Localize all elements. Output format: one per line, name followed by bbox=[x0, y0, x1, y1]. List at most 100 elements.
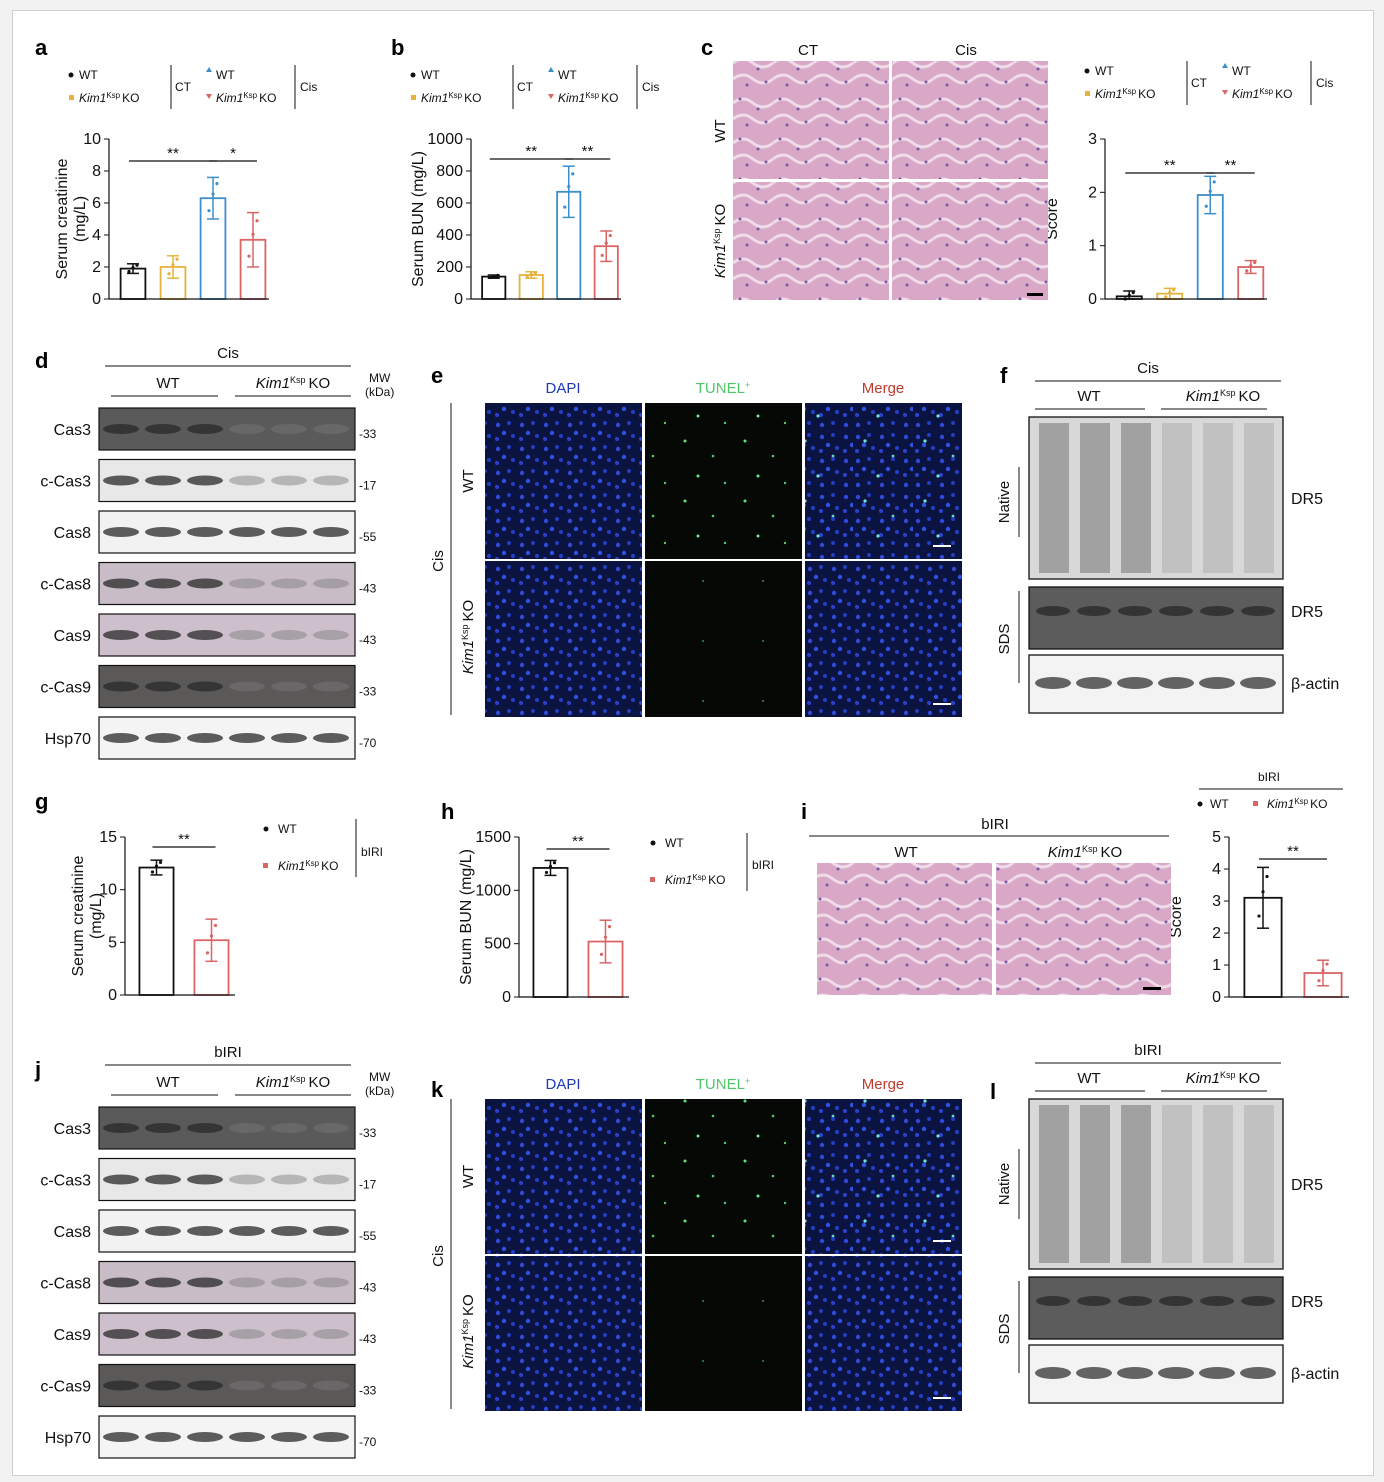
protein-label: c-Cas8 bbox=[40, 1276, 91, 1293]
y-tick-label: 15 bbox=[99, 829, 117, 846]
blot-band bbox=[1036, 606, 1070, 616]
group-label-biri: bIRI bbox=[981, 816, 1009, 833]
scale-bar bbox=[933, 545, 951, 547]
blot-band bbox=[103, 1226, 139, 1236]
blot-band bbox=[145, 1329, 181, 1339]
data-point bbox=[529, 272, 533, 276]
figure-canvas: a b c d e f g h i j k l WT Kim1Ksp KO CT WT K… bbox=[34, 35, 1349, 1459]
legend-group-cis: Cis bbox=[300, 80, 317, 94]
panel-label-k: k bbox=[431, 1077, 444, 1102]
y-tick-label: 2 bbox=[92, 259, 101, 276]
panel-label-g: g bbox=[35, 789, 48, 814]
y-tick-label: 5 bbox=[1212, 829, 1221, 846]
blot-band bbox=[229, 1432, 265, 1442]
legend-ko-cis: Kim1Ksp KO bbox=[558, 91, 618, 106]
lane-group-ko: Kim1Ksp KO bbox=[256, 1074, 330, 1091]
blot-strip bbox=[98, 1415, 356, 1459]
blot-band bbox=[313, 578, 349, 589]
bar bbox=[481, 275, 507, 300]
blot-band bbox=[313, 1174, 349, 1185]
he-image-wt-ct bbox=[733, 61, 889, 179]
mw-marker: -17 bbox=[359, 1178, 377, 1192]
y-axis-label: Serum creatinine bbox=[54, 158, 71, 279]
blot-strip bbox=[98, 664, 356, 709]
group-label: Cis bbox=[1137, 360, 1159, 377]
blot-strip bbox=[98, 1312, 356, 1356]
blot-band bbox=[1036, 1296, 1070, 1306]
legend-c: WT Kim1Ksp KO CT WT Kim1Ksp KO Cis bbox=[1084, 61, 1333, 105]
scale-bar bbox=[933, 1240, 951, 1242]
blot-band bbox=[313, 1432, 349, 1442]
blot-band bbox=[187, 1226, 223, 1236]
lane-group-wt: WT bbox=[1077, 1070, 1100, 1087]
blot-band bbox=[1117, 1367, 1153, 1379]
lane-group-ko: Kim1Ksp KO bbox=[1186, 388, 1260, 405]
blot-band bbox=[229, 424, 265, 434]
blot-band bbox=[271, 578, 307, 589]
mw-label: MW bbox=[369, 371, 391, 385]
data-point bbox=[211, 192, 215, 196]
channel-label: TUNEL+ bbox=[696, 1076, 750, 1093]
blot-band bbox=[103, 1123, 139, 1133]
blot-band bbox=[1200, 606, 1234, 616]
legend-wt: WT bbox=[278, 822, 297, 836]
blot-band bbox=[1077, 1296, 1111, 1306]
y-axis-label: Serum creatinine bbox=[70, 855, 87, 976]
data-point bbox=[131, 266, 135, 270]
data-point bbox=[563, 205, 567, 209]
legend-group-cis: Cis bbox=[1316, 76, 1333, 90]
blot-strip bbox=[98, 510, 356, 554]
legend-ko-ct: Kim1Ksp KO bbox=[421, 91, 481, 106]
data-point bbox=[1245, 269, 1249, 273]
data-point bbox=[1317, 979, 1321, 983]
fluorescence-image bbox=[805, 1099, 962, 1254]
actin-label: β-actin bbox=[1291, 1366, 1339, 1383]
blot-band bbox=[313, 1277, 349, 1288]
legend-marker-ko-ct bbox=[1085, 91, 1090, 96]
blot-band bbox=[187, 1329, 223, 1339]
chart-score-biri: 0 1 2 3 4 5 Score ** bbox=[1168, 829, 1349, 1006]
blot-lane bbox=[1080, 1105, 1110, 1263]
protein-label: Hsp70 bbox=[45, 1430, 91, 1447]
blot-band bbox=[103, 578, 139, 589]
data-point bbox=[488, 275, 492, 280]
legend-ko-cis: Kim1Ksp KO bbox=[216, 91, 276, 106]
data-point bbox=[1257, 914, 1261, 918]
dr5-label: DR5 bbox=[1291, 1294, 1323, 1311]
he-image-wt-cis bbox=[892, 61, 1048, 179]
blot-lane bbox=[1121, 1105, 1151, 1263]
data-point bbox=[600, 253, 604, 257]
y-tick-label: 2 bbox=[1212, 925, 1221, 942]
blot-band bbox=[103, 630, 139, 640]
legend-wt-cis: WT bbox=[1232, 64, 1251, 78]
blot-band bbox=[145, 1226, 181, 1236]
row-label-ko: Kim1KspKO bbox=[712, 204, 729, 278]
blot-band bbox=[187, 1174, 223, 1185]
native-label: Native bbox=[996, 481, 1013, 524]
kda-label: (kDa) bbox=[365, 385, 394, 399]
sds-blot bbox=[1028, 586, 1284, 650]
blot-band bbox=[271, 1329, 307, 1339]
panel-label-f: f bbox=[1000, 363, 1008, 388]
col-label-cis: Cis bbox=[955, 42, 977, 59]
col-label-ct: CT bbox=[798, 42, 818, 59]
blot-band bbox=[187, 424, 223, 434]
blot-band bbox=[187, 527, 223, 537]
mw-marker: -70 bbox=[359, 1435, 377, 1449]
blot-band bbox=[229, 1380, 265, 1391]
blot-band bbox=[145, 733, 181, 743]
blot-band bbox=[271, 1277, 307, 1288]
data-point bbox=[207, 209, 211, 213]
protein-label: Cas3 bbox=[54, 1121, 91, 1138]
blot-lane bbox=[1162, 1105, 1192, 1263]
blot-band bbox=[187, 681, 223, 692]
significance-marker: ** bbox=[1164, 157, 1176, 174]
mw-marker: -43 bbox=[359, 582, 377, 596]
fluorescence-image bbox=[485, 403, 642, 559]
data-point bbox=[205, 951, 210, 955]
legend-group: bIRI bbox=[752, 858, 774, 872]
blot-band bbox=[103, 424, 139, 434]
sds-label: SDS bbox=[996, 624, 1013, 655]
